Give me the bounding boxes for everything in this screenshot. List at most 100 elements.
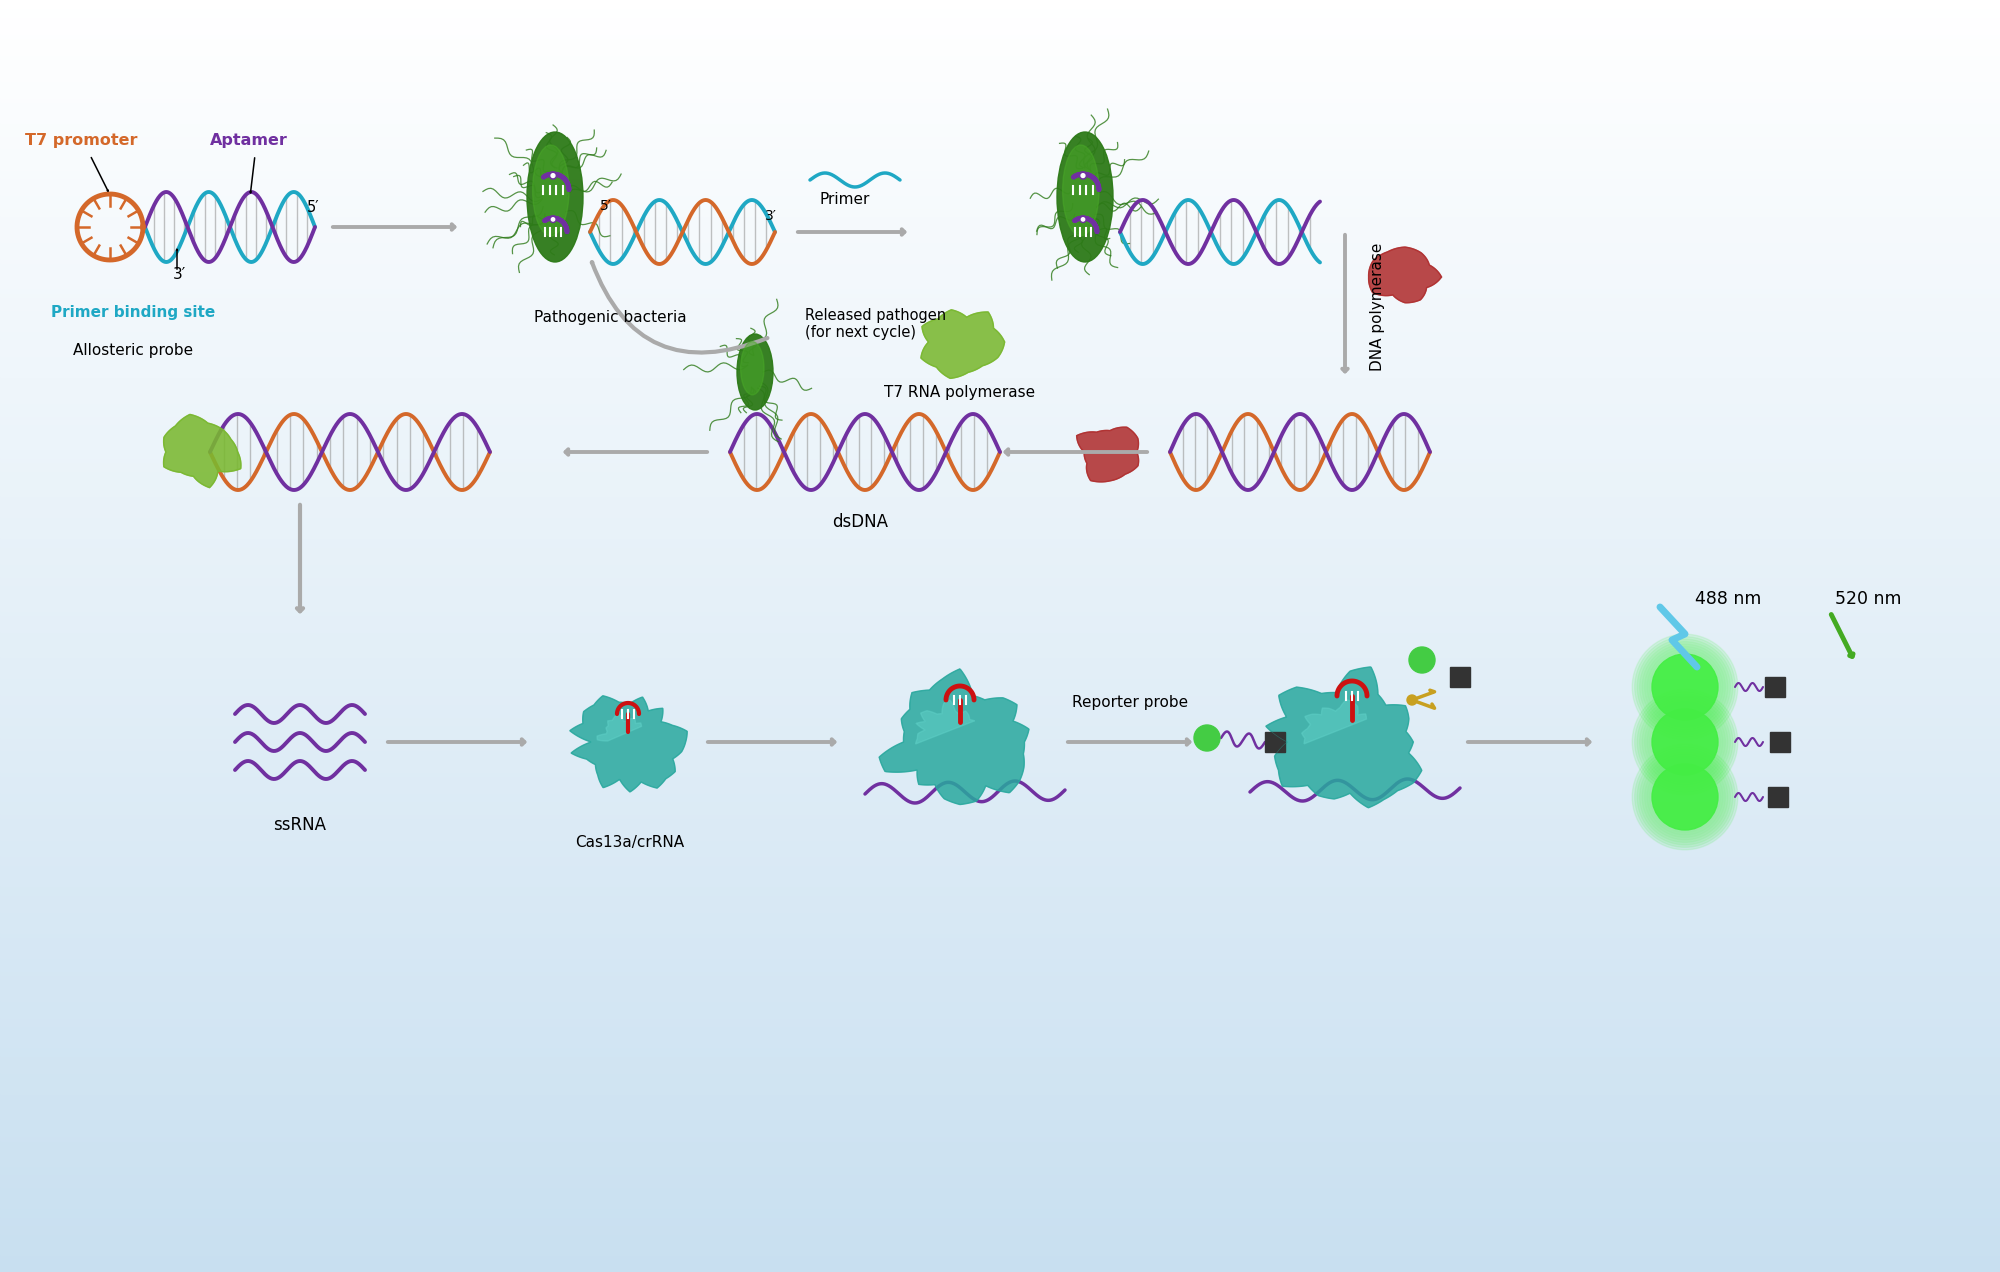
Bar bbox=[0, 88, 2000, 93]
Bar bbox=[0, 927, 2000, 932]
Bar bbox=[0, 720, 2000, 725]
Circle shape bbox=[1080, 172, 1086, 179]
Bar bbox=[0, 190, 2000, 195]
Bar bbox=[0, 240, 2000, 245]
Bar bbox=[0, 533, 2000, 538]
Text: Pathogenic bacteria: Pathogenic bacteria bbox=[534, 310, 686, 326]
Bar bbox=[0, 1144, 2000, 1149]
Bar bbox=[0, 296, 2000, 301]
Bar bbox=[0, 173, 2000, 178]
Bar bbox=[0, 504, 2000, 509]
Bar bbox=[0, 418, 2000, 424]
Bar bbox=[0, 529, 2000, 534]
Bar bbox=[0, 304, 2000, 309]
Bar bbox=[0, 1009, 2000, 1014]
Bar bbox=[0, 1220, 2000, 1225]
Bar bbox=[0, 1127, 2000, 1132]
Bar bbox=[0, 0, 2000, 4]
Bar bbox=[0, 211, 2000, 216]
Bar bbox=[0, 1054, 2000, 1060]
Bar bbox=[0, 398, 2000, 403]
Bar bbox=[0, 284, 2000, 289]
Bar bbox=[0, 949, 2000, 954]
Bar bbox=[0, 1156, 2000, 1161]
Bar bbox=[0, 215, 2000, 220]
Bar bbox=[0, 122, 2000, 127]
Bar bbox=[0, 851, 2000, 856]
Bar bbox=[0, 29, 2000, 34]
Bar bbox=[0, 144, 2000, 149]
Bar bbox=[0, 164, 2000, 169]
Circle shape bbox=[1632, 689, 1738, 795]
Bar bbox=[0, 233, 2000, 238]
Bar bbox=[0, 364, 2000, 369]
Bar bbox=[0, 780, 2000, 785]
Bar bbox=[0, 380, 2000, 385]
Bar bbox=[0, 974, 2000, 979]
Bar bbox=[0, 1034, 2000, 1039]
Text: ssRNA: ssRNA bbox=[274, 817, 326, 834]
Bar bbox=[0, 275, 2000, 280]
Bar bbox=[0, 695, 2000, 700]
Bar bbox=[0, 826, 2000, 831]
Bar bbox=[0, 1047, 2000, 1052]
Bar bbox=[0, 920, 2000, 925]
Bar bbox=[0, 245, 2000, 251]
Bar bbox=[0, 474, 2000, 480]
Bar bbox=[0, 602, 2000, 607]
Polygon shape bbox=[1266, 731, 1284, 752]
Bar bbox=[0, 698, 2000, 703]
Circle shape bbox=[1640, 697, 1730, 787]
Bar bbox=[0, 317, 2000, 322]
Bar bbox=[0, 1085, 2000, 1090]
Bar bbox=[0, 482, 2000, 487]
Bar bbox=[0, 59, 2000, 64]
Bar bbox=[0, 1000, 2000, 1005]
Circle shape bbox=[552, 218, 554, 221]
Bar bbox=[0, 1161, 2000, 1166]
Circle shape bbox=[1634, 747, 1736, 847]
Circle shape bbox=[1632, 635, 1738, 740]
Bar bbox=[0, 436, 2000, 441]
Bar bbox=[0, 462, 2000, 467]
Text: 520 nm: 520 nm bbox=[1836, 590, 1902, 608]
Bar bbox=[0, 55, 2000, 60]
Bar bbox=[0, 20, 2000, 25]
Bar bbox=[0, 923, 2000, 929]
Bar bbox=[0, 902, 2000, 907]
Bar bbox=[0, 644, 2000, 649]
Bar bbox=[0, 338, 2000, 343]
Bar bbox=[0, 1207, 2000, 1212]
Bar bbox=[0, 860, 2000, 865]
Bar bbox=[0, 1194, 2000, 1199]
Circle shape bbox=[1652, 764, 1718, 831]
Bar bbox=[0, 71, 2000, 76]
Bar bbox=[0, 300, 2000, 305]
Bar bbox=[0, 1042, 2000, 1047]
Bar bbox=[0, 580, 2000, 585]
Circle shape bbox=[1408, 647, 1436, 673]
Bar bbox=[0, 1169, 2000, 1174]
Bar bbox=[0, 618, 2000, 623]
Text: T7 RNA polymerase: T7 RNA polymerase bbox=[884, 385, 1036, 399]
Bar bbox=[0, 1191, 2000, 1196]
Bar bbox=[0, 109, 2000, 114]
Bar bbox=[0, 885, 2000, 890]
Polygon shape bbox=[1450, 667, 1470, 687]
Bar bbox=[0, 1263, 2000, 1268]
Bar bbox=[0, 1016, 2000, 1021]
Bar bbox=[0, 945, 2000, 950]
Polygon shape bbox=[1266, 667, 1422, 808]
Bar bbox=[0, 424, 2000, 429]
Polygon shape bbox=[1768, 787, 1788, 806]
Bar bbox=[0, 46, 2000, 51]
Bar bbox=[0, 427, 2000, 432]
Bar bbox=[0, 1212, 2000, 1217]
Bar bbox=[0, 220, 2000, 225]
Bar bbox=[0, 762, 2000, 767]
Bar bbox=[0, 965, 2000, 971]
Bar bbox=[0, 660, 2000, 665]
Bar bbox=[0, 160, 2000, 165]
Bar bbox=[0, 237, 2000, 242]
Bar bbox=[0, 576, 2000, 581]
